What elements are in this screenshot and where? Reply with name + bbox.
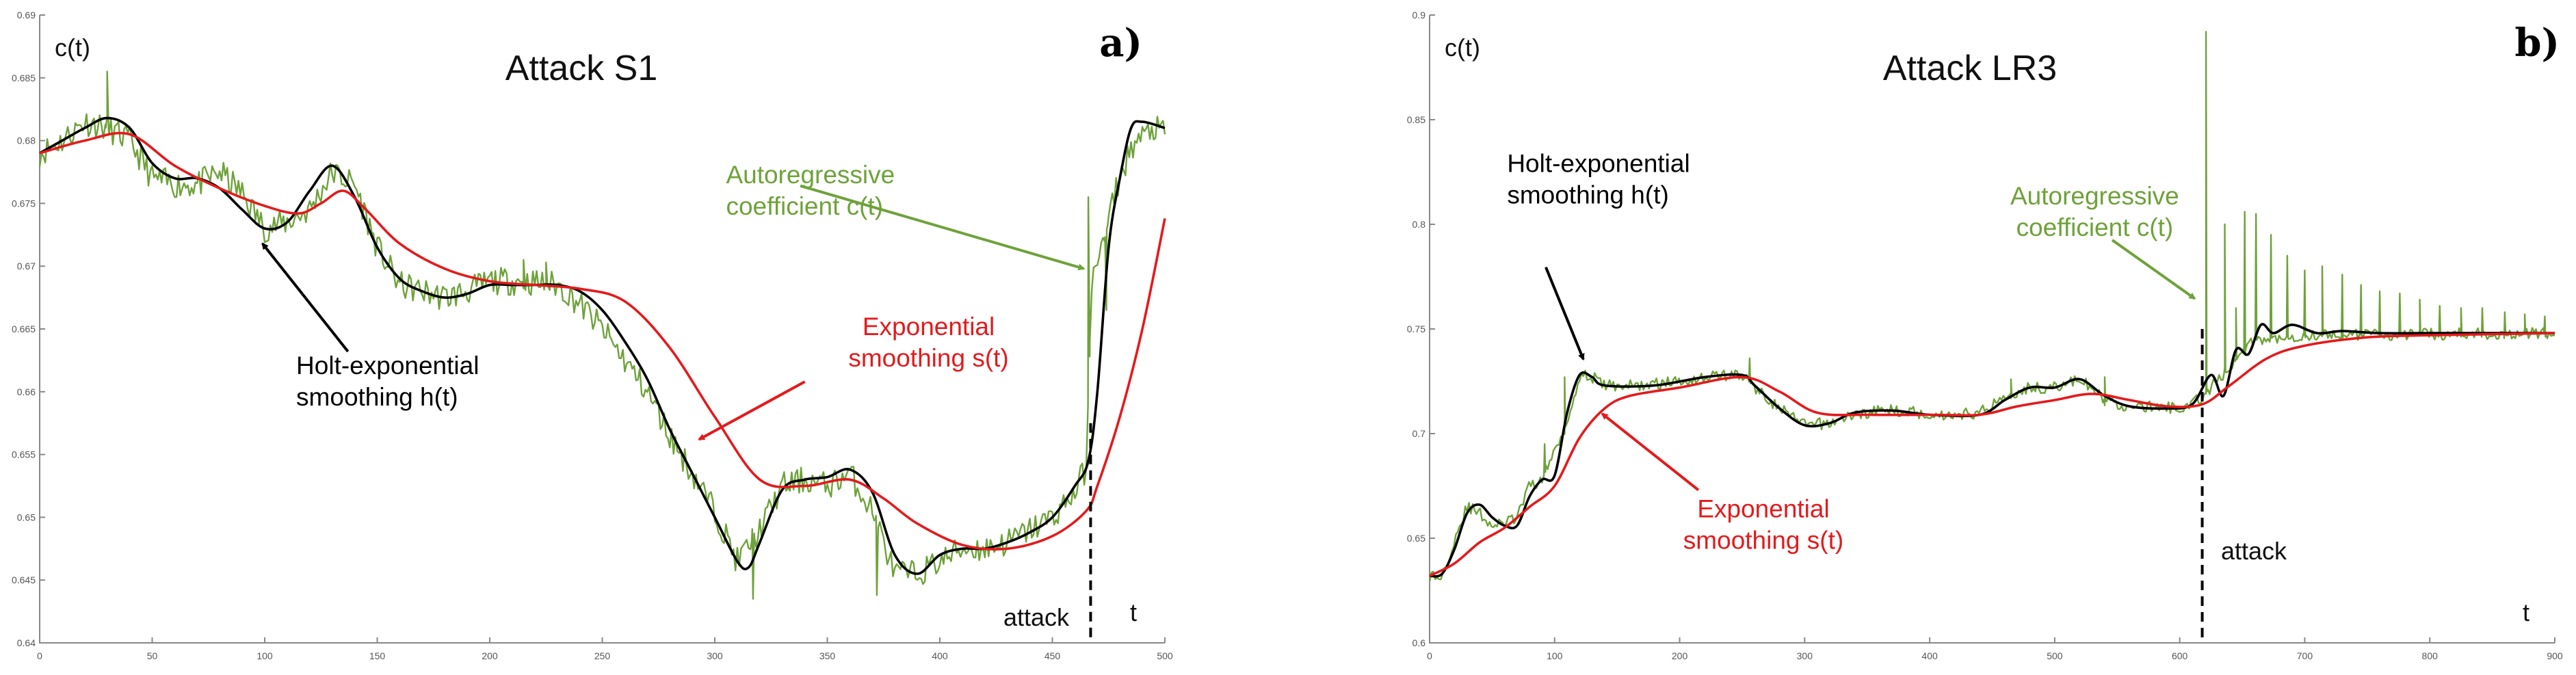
annotation-arrow-exp (1601, 412, 1700, 492)
y-tick-label: 0.65 (1407, 533, 1425, 544)
y-tick-label: 0.69 (17, 10, 36, 21)
plot-marks (38, 70, 1166, 643)
chart-panel-b: Attack LR3 b) c(t) t attack Autoregressi… (1407, 10, 2563, 661)
x-tick-label: 400 (1921, 650, 1938, 661)
annotation-line: Holt-exponential (1507, 150, 1690, 178)
y-tick-label: 0.675 (12, 198, 36, 209)
series-line-holt (1429, 323, 2555, 578)
y-tick-label: 0.7 (1412, 428, 1426, 439)
x-tick-label: 400 (932, 650, 948, 661)
x-tick-label: 450 (1044, 650, 1061, 661)
x-tick-label: 350 (819, 650, 836, 661)
annotation-line: smoothing s(t) (848, 344, 1008, 372)
y-tick-label: 0.68 (17, 135, 36, 146)
y-tick-label: 0.67 (17, 261, 36, 272)
y-axis-label: c(t) (55, 34, 90, 62)
x-tick-label: 250 (594, 650, 611, 661)
x-tick-label: 150 (369, 650, 386, 661)
y-tick-label: 0.65 (17, 512, 36, 522)
annotation-arrow-exp (698, 380, 806, 441)
annotation-line: smoothing h(t) (1507, 181, 1669, 209)
x-axis-label: t (2523, 598, 2529, 626)
x-tick-label: 100 (1547, 650, 1563, 661)
annotation-line: Autoregressive (726, 161, 895, 189)
x-tick-label: 800 (2422, 650, 2439, 661)
annotation-arrow-holt (1545, 266, 1585, 361)
annotation-line: Exponential (1697, 494, 1829, 522)
annotation-line: coefficient c(t) (2016, 213, 2174, 241)
x-tick-label: 0 (37, 650, 42, 661)
y-tick-label: 0.645 (12, 574, 36, 585)
annotation-autoregressive: Autoregressive coefficient c(t) (726, 161, 895, 220)
axis-ticks: 0 100 200 300 400 500 600 700 800 900 0.6 0.65 0.7 0.… (1407, 10, 2563, 661)
x-tick-label: 600 (2172, 650, 2188, 661)
y-tick-label: 0.8 (1412, 219, 1426, 230)
axis-ticks: 0 50 100 150 200 250 300 350 400 450 500 0.64 0.645 0… (12, 10, 1173, 661)
series-line-raw (38, 70, 1166, 600)
y-tick-label: 0.85 (1407, 114, 1425, 125)
x-tick-label: 300 (1797, 650, 1813, 661)
x-tick-label: 100 (257, 650, 273, 661)
x-tick-label: 900 (2547, 650, 2563, 661)
series-line-exp (1429, 332, 2555, 577)
annotation-arrow-holt (261, 242, 350, 353)
y-tick-label: 0.6 (1412, 637, 1426, 648)
x-tick-label: 0 (1427, 650, 1432, 661)
attack-label: attack (2221, 537, 2287, 565)
x-tick-label: 300 (707, 650, 723, 661)
annotation-exponential: Exponential smoothing s(t) (1683, 494, 1843, 554)
annotation-line: smoothing h(t) (296, 383, 458, 411)
y-tick-label: 0.64 (17, 637, 36, 648)
x-tick-label: 500 (1157, 650, 1173, 661)
annotation-line: coefficient c(t) (726, 192, 883, 220)
attack-label: attack (1003, 603, 1070, 631)
axis-lines (1429, 15, 2555, 644)
annotation-autoregressive: Autoregressive coefficient c(t) (2010, 182, 2179, 241)
series-line-holt (39, 116, 1166, 575)
x-tick-label: 700 (2297, 650, 2313, 661)
x-tick-label: 200 (1672, 650, 1688, 661)
y-tick-label: 0.9 (1412, 10, 1426, 21)
annotation-arrow-raw (2111, 239, 2196, 300)
y-axis-label: c(t) (1445, 34, 1480, 62)
y-tick-label: 0.665 (12, 323, 36, 334)
annotation-holt: Holt-exponential smoothing h(t) (296, 352, 479, 411)
chart-title: Attack LR3 (1883, 49, 2057, 88)
annotation-line: smoothing s(t) (1683, 526, 1843, 554)
annotation-exponential: Exponential smoothing s(t) (848, 313, 1008, 372)
series-line-raw (1428, 31, 2555, 582)
x-tick-label: 200 (482, 650, 498, 661)
panel-label: b) (2514, 21, 2560, 66)
y-tick-label: 0.655 (12, 449, 36, 460)
annotation-line: Autoregressive (2010, 182, 2179, 210)
annotation-holt: Holt-exponential smoothing h(t) (1507, 150, 1690, 209)
annotation-line: Exponential (863, 313, 995, 341)
y-tick-label: 0.685 (12, 72, 36, 83)
x-tick-label: 500 (2047, 650, 2063, 661)
annotation-arrow-raw (800, 184, 1086, 271)
x-tick-label: 50 (147, 650, 158, 661)
panel-label: a) (1099, 21, 1142, 66)
chart-panel-a: Attack S1 a) c(t) t attack Autoregressiv… (12, 10, 1173, 661)
chart-title: Attack S1 (505, 49, 658, 88)
annotation-line: Holt-exponential (296, 352, 479, 380)
y-tick-label: 0.75 (1407, 323, 1425, 334)
plot-marks (1428, 31, 2555, 643)
x-axis-label: t (1130, 598, 1137, 626)
y-tick-label: 0.66 (17, 386, 36, 397)
series-line-exp (39, 131, 1166, 551)
